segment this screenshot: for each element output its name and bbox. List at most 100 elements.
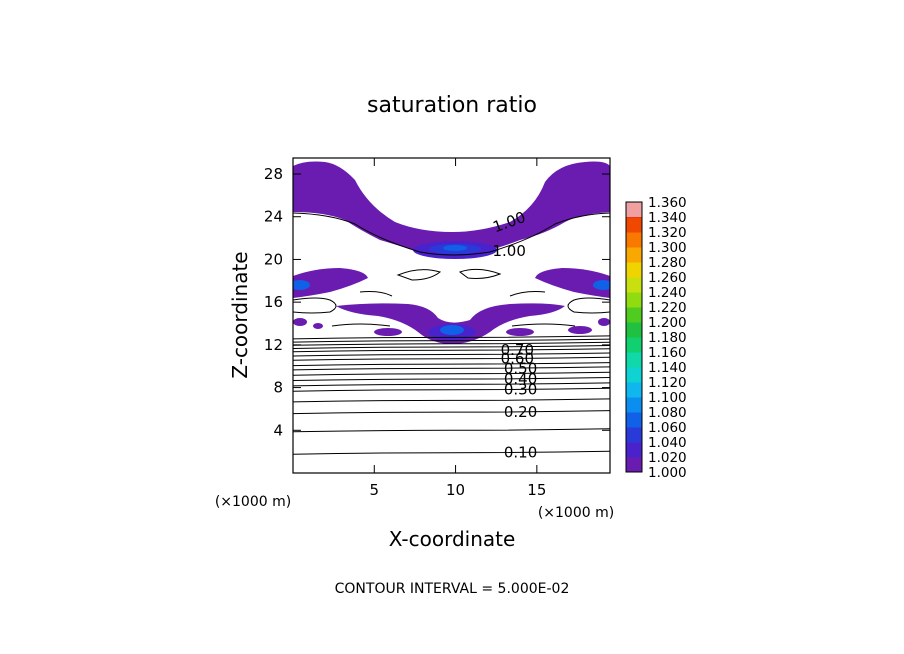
colorbar-tick-label: 1.240 [648,285,687,301]
contour-lines [293,212,610,327]
contour-line-mid-2 [567,297,610,314]
contour-fill-left-lobe [293,268,368,298]
colorbar-swatch [626,442,642,458]
contour-line-upper-3 [458,268,502,279]
contour-interval-note: CONTOUR INTERVAL = 5.000E-02 [335,581,570,597]
filled-contours [293,161,610,344]
contour-line-9 [293,362,610,367]
colorbar-swatch [626,217,642,233]
contour-fill-right-lobe [535,268,610,298]
colorbar-tick-label: 1.120 [648,375,687,391]
contour-fill-upper-layer [293,161,610,256]
contour-line-7 [293,371,610,376]
colorbar-tick-label: 1.020 [648,450,687,466]
z-unit-label: (×1000 m) [215,494,291,510]
colorbar-tick-label: 1.200 [648,315,687,331]
contour-fill-upper-core-3 [443,245,467,251]
y-tick-label: 28 [264,165,283,183]
y-tick-label: 24 [264,208,283,226]
contour-line-0 [293,450,610,455]
colorbar-tick-label: 1.220 [648,300,687,316]
contour-fill-small-blob-6 [598,318,610,326]
colorbar-swatch [626,247,642,263]
contour-line-13 [293,345,610,349]
contour-fill-mid-left [336,303,565,344]
contour-label: 0.60 [501,350,534,368]
contour-labels: 0.100.200.300.400.500.600.701.001.00 [490,208,537,462]
colorbar-swatch [626,412,642,428]
y-axis-label: Z-coordinate [228,251,252,378]
contour-line-10 [293,356,610,361]
contour-line-16 [293,335,610,340]
colorbar-tick-label: 1.060 [648,420,687,436]
colorbar-swatch [626,307,642,323]
colorbar-swatch [626,352,642,368]
x-tick-label: 10 [446,481,465,499]
colorbar-tick-label: 1.260 [648,270,687,286]
y-tick-label: 4 [273,421,283,439]
contour-fill-small-blob-3 [374,328,402,336]
y-tick-label: 16 [264,293,283,311]
contour-line-14 [293,341,610,346]
colorbar-swatch [626,337,642,353]
y-tick-label: 8 [273,379,283,397]
colorbar: 1.0001.0201.0401.0601.0801.1001.1201.140… [625,195,687,481]
contour-line-11 [293,352,610,357]
contour-fill-left-lobe-core [293,280,310,290]
contour-label: 0.10 [504,444,537,462]
contour-fill-small-blob-1 [293,318,307,326]
colorbar-swatch [626,232,642,248]
colorbar-swatch [626,457,642,473]
contour-line-15 [293,338,610,343]
contour-line-2 [293,410,610,415]
colorbar-tick-label: 1.100 [648,390,687,406]
y-tick-label: 12 [264,336,283,354]
colorbar-frame [625,201,643,473]
colorbar-tick-label: 1.160 [648,345,687,361]
contour-line-upper-1 [293,212,610,256]
contour-line-upper-2 [396,269,442,281]
colorbar-tick-label: 1.140 [648,360,687,376]
colorbar-swatch [626,382,642,398]
colorbar-swatch [626,292,642,308]
colorbar-tick-label: 1.040 [648,435,687,451]
contour-line-mid-1 [293,297,337,314]
colorbar-swatch [626,277,642,293]
chart-title: saturation ratio [367,93,537,118]
colorbar-swatch [626,262,642,278]
x-tick-label: 5 [370,481,380,499]
contour-label: 1.00 [493,242,526,260]
colorbar-swatch [626,367,642,383]
contour-fill-mid-core-2 [440,325,464,335]
x-axis-label: X-coordinate [389,527,516,551]
colorbar-swatch [626,427,642,443]
contour-line-6 [293,377,610,382]
y-tick-label: 20 [264,250,283,268]
colorbar-tick-label: 1.180 [648,330,687,346]
horizontal-contour-lines [293,335,610,455]
contour-line-mid-4 [359,291,546,297]
axis-ticks: 5 10 15 4 8 12 16 20 24 28 [264,158,610,499]
colorbar-swatch [626,322,642,338]
contour-line-1 [293,428,610,433]
colorbar-tick-label: 1.320 [648,225,687,241]
contour-line-4 [293,387,610,392]
plot-area: 0.100.200.300.400.500.600.701.001.00 5 10… [264,157,611,499]
x-tick-label: 15 [527,481,546,499]
contour-label: 0.40 [504,370,537,388]
contour-line-8 [293,366,610,371]
contour-line-12 [293,348,610,353]
colorbar-tick-label: 1.000 [648,465,687,481]
contour-fill-small-blob-5 [568,326,592,334]
plot-frame [292,157,611,474]
contour-fill-small-blob-2 [313,323,323,329]
colorbar-swatch [626,397,642,413]
x-unit-label: (×1000 m) [538,505,614,521]
colorbar-tick-label: 1.300 [648,240,687,256]
contour-line-mid-3 [331,323,576,327]
contour-fill-right-lobe-core [593,280,610,290]
colorbar-tick-label: 1.360 [648,195,687,211]
contour-line-5 [293,382,610,387]
contour-line-3 [293,398,610,403]
